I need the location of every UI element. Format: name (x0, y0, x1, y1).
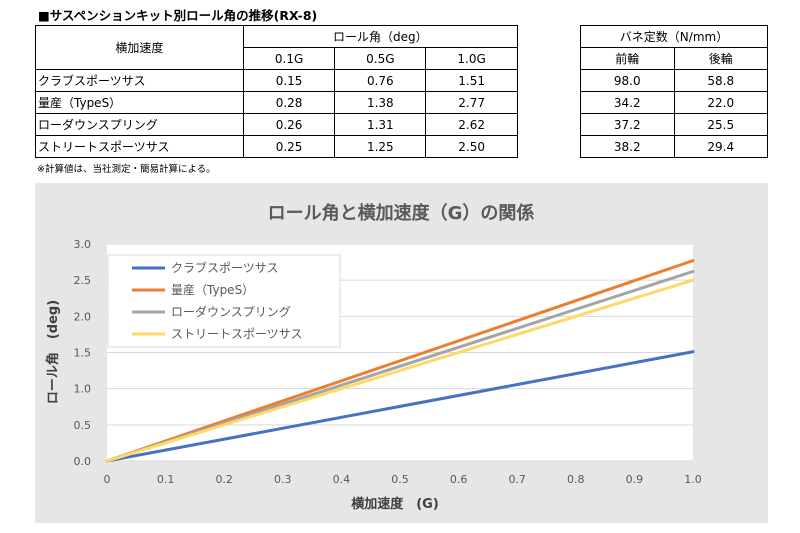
x-tick-label: 0.2 (215, 473, 233, 486)
column-header: 後輪 (673, 47, 768, 70)
chart-title: ロール角と横加速度（G）の関係 (268, 202, 535, 224)
legend-label: クラブスポーツサス (171, 260, 279, 275)
y-tick-label: 1.0 (74, 383, 92, 396)
table-row: クラブスポーツサス 0.15 0.76 1.51 (35, 69, 518, 92)
table-row: 量産（TypeS） 0.28 1.38 2.77 (35, 91, 518, 114)
table-cell: 0.76 (334, 69, 427, 92)
spring-rate-group-header: バネ定数（N/mm） (580, 25, 768, 48)
x-tick-label: 0.5 (391, 473, 409, 486)
y-tick-label: 2.5 (74, 274, 92, 287)
table-cell: 37.2 (580, 113, 675, 136)
table-row: ストリートスポーツサス 0.25 1.25 2.50 (35, 135, 518, 158)
roll-angle-group-header: ロール角（deg） (242, 25, 519, 48)
y-tick-label: 3.0 (74, 238, 92, 251)
table-subheader-row: 前輪 後輪 (580, 47, 768, 70)
legend-label: ローダウンスプリング (171, 304, 291, 319)
table-cell: 0.25 (242, 135, 336, 158)
x-tick-labels: 0 0.1 0.2 0.3 0.4 0.5 0.6 0.7 0.8 0.9 1.0 (104, 473, 702, 486)
y-axis-label: ロール角 (deg) (45, 300, 61, 404)
x-tick-label: 0 (104, 473, 111, 486)
table-cell: 34.2 (580, 91, 675, 114)
y-tick-label: 0.0 (74, 455, 92, 468)
x-tick-label: 0.9 (626, 473, 644, 486)
column-header: 1.0G (425, 47, 518, 70)
table-cell: 2.77 (425, 91, 518, 114)
table-row: 38.2 29.4 (580, 135, 768, 158)
row-name: クラブスポーツサス (35, 69, 244, 92)
legend-label: ストリートスポーツサス (171, 327, 303, 341)
table-row: 98.0 58.8 (580, 69, 768, 92)
table-cell: 2.50 (425, 135, 518, 158)
table-row: 34.2 22.0 (580, 91, 768, 114)
x-tick-label: 0.7 (508, 473, 526, 486)
table-cell: 1.25 (334, 135, 427, 158)
series-line (105, 259, 695, 463)
row-name: ストリートスポーツサス (35, 135, 244, 158)
y-tick-label: 0.5 (74, 419, 92, 432)
table-cell: 1.38 (334, 91, 427, 114)
table-cell: 25.5 (673, 113, 768, 136)
x-tick-label: 0.1 (157, 473, 175, 486)
column-header: 0.5G (334, 47, 427, 70)
x-axis-label: 横加速度 (G) (351, 496, 439, 512)
x-tick-label: 1.0 (684, 473, 702, 486)
y-tick-labels: 0.0 0.5 1.0 1.5 2.0 2.5 3.0 (74, 238, 92, 468)
table-cell: 1.51 (425, 69, 518, 92)
column-header: 0.1G (242, 47, 336, 70)
row-name: ローダウンスプリング (35, 113, 244, 136)
legend-box (107, 254, 341, 348)
column-header: 前輪 (580, 47, 675, 70)
table-row: ローダウンスプリング 0.26 1.31 2.62 (35, 113, 518, 136)
table-cell: 58.8 (673, 69, 768, 92)
x-tick-label: 0.3 (274, 473, 292, 486)
series-lines (105, 259, 695, 463)
table-cell: 29.4 (673, 135, 768, 158)
table-cell: 0.28 (242, 91, 336, 114)
x-tick-label: 0.4 (333, 473, 351, 486)
table-cell: 0.15 (242, 69, 336, 92)
series-line (105, 350, 695, 463)
table-cell: 0.26 (242, 113, 336, 136)
legend-label: 量産（TypeS） (171, 282, 254, 297)
lateral-g-header: 横加速度 (35, 25, 244, 70)
table-cell: 38.2 (580, 135, 675, 158)
page-title: ■サスペンションキット別ロール角の推移(RX-8) (38, 8, 318, 23)
y-tick-label: 2.0 (74, 310, 92, 323)
x-tick-label: 0.8 (567, 473, 585, 486)
table-header-row: 横加速度 ロール角（deg） (35, 25, 519, 70)
x-tick-label: 0.6 (450, 473, 468, 486)
table-cell: 2.62 (425, 113, 518, 136)
table-row: 37.2 25.5 (580, 113, 768, 136)
y-tick-label: 1.5 (74, 347, 92, 360)
table-cell: 98.0 (580, 69, 675, 92)
table-header-row: バネ定数（N/mm） (580, 25, 768, 48)
roll-angle-table: 横加速度 ロール角（deg） 0.1G 0.5G 1.0G クラブスポーツサス … (35, 25, 519, 158)
spring-rate-table: バネ定数（N/mm） 前輪 後輪 98.0 58.8 34.2 22.0 37.… (580, 25, 768, 158)
calculation-note: ※計算値は、当社測定・簡易計算による。 (37, 164, 216, 175)
row-name: 量産（TypeS） (35, 91, 244, 114)
series-line (105, 278, 695, 463)
table-cell: 22.0 (673, 91, 768, 114)
table-cell: 1.31 (334, 113, 427, 136)
